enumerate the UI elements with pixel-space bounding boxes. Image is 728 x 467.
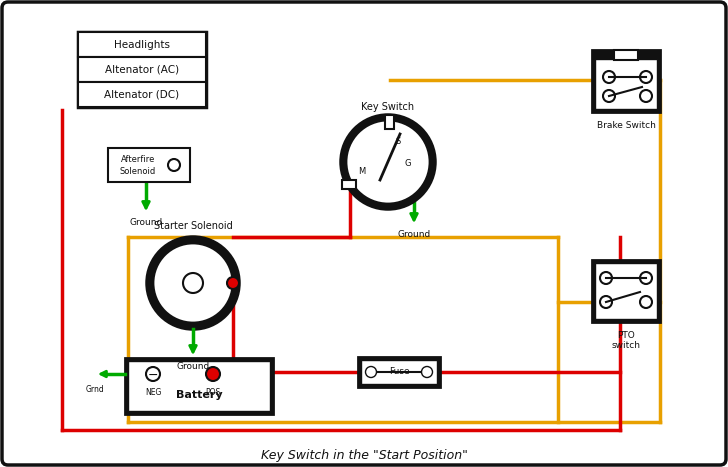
Bar [385, 115, 394, 129]
Circle shape [346, 120, 430, 204]
Bar [595, 59, 657, 109]
Bar [361, 360, 437, 384]
Text: NEG: NEG [145, 388, 161, 397]
Text: M: M [358, 168, 365, 177]
Text: Afterfire: Afterfire [121, 155, 155, 163]
Text: Fuse: Fuse [389, 368, 409, 376]
Circle shape [422, 367, 432, 377]
Text: Key Switch in the "Start Position": Key Switch in the "Start Position" [261, 448, 467, 461]
Circle shape [153, 243, 233, 323]
Circle shape [341, 115, 435, 209]
Text: POS: POS [205, 388, 221, 397]
Text: Altenator (AC): Altenator (AC) [105, 64, 179, 75]
Text: Starter Solenoid: Starter Solenoid [154, 221, 232, 231]
Bar [342, 180, 356, 189]
Text: Key Switch: Key Switch [361, 102, 414, 112]
Text: G: G [405, 160, 411, 169]
Text: −: − [148, 368, 158, 382]
Text: Headlights: Headlights [114, 40, 170, 50]
Circle shape [365, 367, 376, 377]
Circle shape [147, 237, 239, 329]
Bar [125, 358, 273, 414]
Bar [595, 263, 657, 319]
Text: S: S [395, 137, 400, 147]
Circle shape [640, 272, 652, 284]
Bar [78, 82, 206, 107]
Text: Altenator (DC): Altenator (DC) [104, 90, 180, 99]
Circle shape [600, 296, 612, 308]
Text: Ground: Ground [176, 362, 210, 371]
Text: Grnd: Grnd [86, 385, 104, 394]
Circle shape [600, 272, 612, 284]
Bar [78, 32, 206, 57]
Bar [78, 32, 206, 107]
Text: Solenoid: Solenoid [120, 167, 156, 176]
Circle shape [146, 367, 160, 381]
Bar [592, 50, 660, 112]
Circle shape [183, 273, 203, 293]
Circle shape [227, 277, 239, 289]
Text: Ground: Ground [130, 218, 162, 227]
Bar [592, 260, 660, 322]
Text: Brake Switch: Brake Switch [596, 121, 655, 130]
Bar [108, 148, 190, 182]
Bar [128, 361, 270, 411]
Text: PTO: PTO [617, 331, 635, 340]
Circle shape [640, 71, 652, 83]
Text: Battery: Battery [175, 390, 222, 400]
Text: switch: switch [612, 341, 641, 350]
Bar [78, 57, 206, 82]
Circle shape [640, 90, 652, 102]
Circle shape [640, 296, 652, 308]
Circle shape [168, 159, 180, 171]
Bar [614, 50, 638, 60]
Text: Ground: Ground [397, 230, 431, 239]
Circle shape [206, 367, 220, 381]
Circle shape [603, 90, 615, 102]
Bar [358, 357, 440, 387]
Circle shape [603, 71, 615, 83]
